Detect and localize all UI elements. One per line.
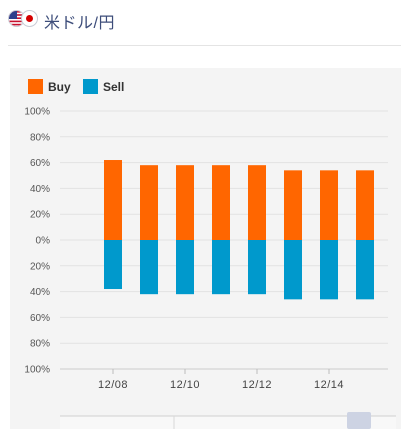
sell-bar [176,240,194,295]
x-tick-label: 12/12 [242,379,272,391]
sell-bar [320,240,338,300]
buy-bar [104,160,122,240]
page-title: 米ドル/円 [44,15,115,32]
y-tick-label: 20% [30,210,50,221]
x-tick-label: 12/08 [98,379,128,391]
buy-bar [356,170,374,240]
buy-bar [212,165,230,240]
navigator-handle[interactable] [347,412,371,429]
buy-bar [284,170,302,240]
buy-bar [140,165,158,240]
y-tick-label: 20% [30,261,50,272]
navigator-track[interactable] [60,416,396,429]
sell-bar [104,240,122,290]
header-divider [8,45,401,46]
y-tick-label: 60% [30,313,50,324]
y-tick-label: 80% [30,132,50,143]
buy-bar [320,170,338,240]
header: 米ドル/円 [0,0,409,44]
x-tick-label: 12/10 [170,379,200,391]
legend-buy-swatch [28,79,43,94]
legend-sell-swatch [83,79,98,94]
chart-panel: Buy Sell 100% 80% 60% 40% 20% 0% 20% 40% 60% 80% 100… [10,68,401,429]
y-tick-label: 40% [30,287,50,298]
sell-bar [140,240,158,295]
x-tick-label: 12/14 [314,379,344,391]
sell-bar [248,240,266,295]
sell-bar [356,240,374,300]
buy-bar [176,165,194,240]
y-tick-label: 40% [30,184,50,195]
y-tick-label: 100% [24,365,50,376]
jp-flag-icon [21,10,38,27]
legend-buy-label: Buy [48,80,71,94]
sell-bar [284,240,302,300]
y-tick-label: 80% [30,339,50,350]
buy-sell-chart: Buy Sell 100% 80% 60% 40% 20% 0% 20% 40% 60% 80% 100… [24,79,396,429]
buy-bar [248,165,266,240]
sell-bar [212,240,230,295]
y-tick-label: 0% [36,236,51,247]
y-tick-label: 60% [30,158,50,169]
us-flag-icon [8,10,25,27]
y-tick-label: 100% [24,107,50,118]
legend-sell-label: Sell [103,80,124,94]
